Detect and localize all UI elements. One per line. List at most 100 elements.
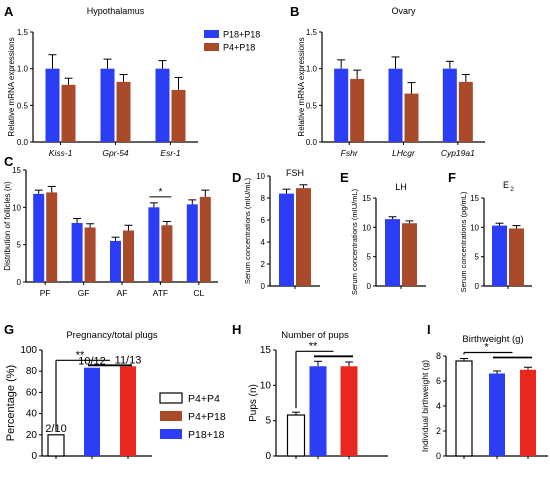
y-tick-label: 8 xyxy=(261,194,266,203)
y-tick-label: 10 xyxy=(362,223,371,232)
y-tick-label: 80 xyxy=(26,366,38,377)
y-tick-label: 2 xyxy=(436,426,441,436)
panel-title-subscript: 2 xyxy=(510,186,514,193)
y-tick-label: 10 xyxy=(260,380,272,391)
panel-title: Number of pups xyxy=(281,330,349,341)
bar xyxy=(61,84,76,142)
y-axis-label: Serum concentrations (mIU/mL) xyxy=(243,177,252,284)
bar xyxy=(296,188,311,286)
y-tick-label: 1.5 xyxy=(17,28,29,37)
panel-letter-a: A xyxy=(4,4,14,19)
bar xyxy=(100,68,115,142)
y-tick-label: 10 xyxy=(12,203,21,212)
y-tick-label: 4 xyxy=(261,238,266,247)
bar xyxy=(404,93,419,142)
panel-title: Hypothalamus xyxy=(87,6,145,16)
y-tick-label: 1.5 xyxy=(306,28,318,37)
legend-swatch xyxy=(204,30,219,38)
bar xyxy=(116,81,131,142)
x-tick-label: AF xyxy=(117,288,128,298)
legend-swatch xyxy=(204,43,219,51)
y-axis-label: Percentage (%) xyxy=(5,365,17,441)
y-axis-label: Relative mRNA expressions xyxy=(297,37,306,136)
x-tick-label: Gpr-54 xyxy=(102,148,129,158)
panel-letter-h: H xyxy=(232,322,241,337)
legend-label: P4+P4 xyxy=(188,393,220,405)
bar xyxy=(71,223,83,282)
x-tick-label: Esr-1 xyxy=(160,148,180,158)
bar xyxy=(199,196,211,282)
significance-star: * xyxy=(158,187,162,198)
y-tick-label: 8 xyxy=(436,351,441,361)
x-tick-label: PF xyxy=(40,288,51,298)
panel-letter-e: E xyxy=(340,170,349,185)
bar xyxy=(46,192,58,282)
bar xyxy=(148,207,160,282)
panel-title: FSH xyxy=(286,168,304,178)
bar xyxy=(442,68,457,142)
panel-title: Pregnancy/total plugs xyxy=(66,330,158,341)
y-tick-label: 0 xyxy=(265,451,271,462)
y-tick-label: 0 xyxy=(31,451,37,462)
bar xyxy=(340,366,358,456)
y-tick-label: 15 xyxy=(362,194,371,203)
legend-label: P4+P18 xyxy=(223,43,255,53)
y-tick-label: 1.0 xyxy=(306,65,318,74)
y-axis-label: Relative mRNA expressions xyxy=(7,37,16,136)
panel-title: E xyxy=(503,180,509,190)
bar xyxy=(309,366,327,456)
x-tick-label: Cyp19a1 xyxy=(441,148,475,158)
y-tick-label: 6 xyxy=(436,376,441,386)
y-tick-label: 100 xyxy=(20,345,37,356)
bar xyxy=(84,367,100,456)
legend-swatch xyxy=(160,411,182,421)
x-tick-label: GF xyxy=(78,288,90,298)
y-tick-label: 15 xyxy=(260,345,272,356)
y-tick-label: 15 xyxy=(12,166,21,175)
bar xyxy=(186,204,198,282)
y-tick-label: 5 xyxy=(475,253,480,262)
legend-swatch xyxy=(159,392,183,404)
y-tick-label: 2 xyxy=(261,260,266,269)
y-tick-label: 0.0 xyxy=(306,138,318,147)
bar xyxy=(492,225,507,286)
bar xyxy=(47,434,65,457)
y-axis-label: Serum concentrations (pg/mL) xyxy=(459,191,468,292)
bar xyxy=(161,225,173,282)
bar xyxy=(385,219,400,286)
legend-label: P4+P18 xyxy=(188,411,226,423)
y-axis-label: Individual birthweight (g) xyxy=(420,360,430,452)
bar xyxy=(123,230,134,282)
y-tick-label: 0 xyxy=(17,278,22,287)
y-tick-label: 15 xyxy=(470,194,479,203)
bar xyxy=(458,81,473,142)
bar xyxy=(286,414,306,457)
y-tick-label: 6 xyxy=(261,216,266,225)
bar xyxy=(33,193,45,282)
y-tick-label: 0 xyxy=(367,282,372,291)
y-tick-label: 10 xyxy=(256,172,265,181)
bar xyxy=(155,68,170,142)
x-tick-label: LHcgr xyxy=(392,148,416,158)
bar xyxy=(334,68,349,142)
panel-letter-i: I xyxy=(427,322,431,337)
y-tick-label: 40 xyxy=(26,409,38,420)
bar xyxy=(509,228,524,286)
bar xyxy=(279,193,294,286)
bar xyxy=(350,78,365,142)
bar xyxy=(455,360,473,457)
bar xyxy=(388,68,403,142)
x-tick-label: ATF xyxy=(153,288,168,298)
x-tick-label: Fshr xyxy=(341,148,359,158)
y-tick-label: 0.5 xyxy=(306,101,318,110)
panel-title: Birthweight (g) xyxy=(462,334,523,345)
y-axis-label: Distribution of follicles (n) xyxy=(3,181,12,271)
bar xyxy=(120,366,136,456)
y-tick-label: 10 xyxy=(470,223,479,232)
panel-letter-c: C xyxy=(4,154,14,169)
bar xyxy=(110,240,121,282)
y-tick-label: 60 xyxy=(26,387,38,398)
y-tick-label: 0.5 xyxy=(17,101,29,110)
panel-letter-b: B xyxy=(290,4,299,19)
legend-label: P18+P18 xyxy=(223,30,260,40)
